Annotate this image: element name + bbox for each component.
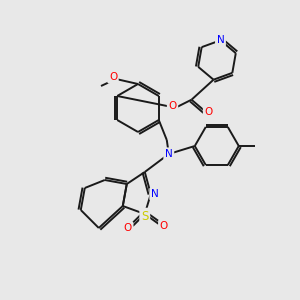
Text: N: N xyxy=(165,149,173,159)
Text: O: O xyxy=(109,72,117,82)
Text: N: N xyxy=(151,189,159,199)
Text: O: O xyxy=(204,107,213,117)
Text: O: O xyxy=(168,101,177,111)
Text: O: O xyxy=(124,223,132,233)
Text: O: O xyxy=(160,221,168,231)
Text: N: N xyxy=(217,35,224,45)
Text: S: S xyxy=(141,209,148,223)
